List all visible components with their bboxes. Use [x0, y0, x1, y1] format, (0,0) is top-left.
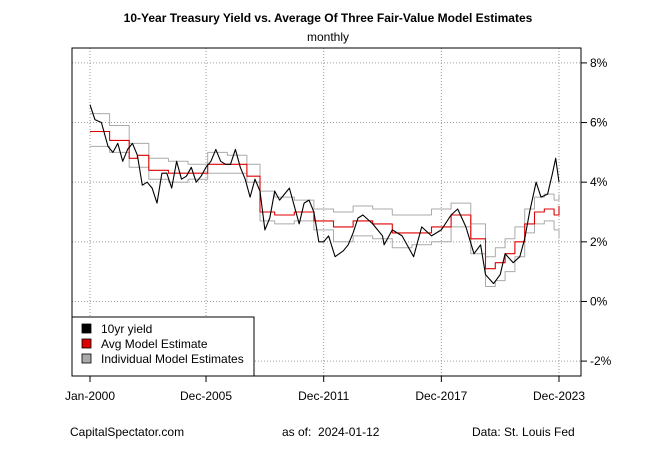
footer-source: Data: St. Louis Fed	[472, 425, 575, 439]
legend-item-10yr-yield: 10yr yield	[101, 322, 152, 336]
series-10yr-yield	[89, 104, 560, 285]
y-tick-label: 0%	[590, 294, 608, 308]
series-individual-model-estimate	[90, 145, 560, 287]
footer-site: CapitalSpectator.com	[70, 425, 185, 439]
as-of-date: 2024-01-12	[318, 425, 380, 439]
y-tick-label: 8%	[590, 56, 608, 70]
legend-item-avg-model-estimate: Avg Model Estimate	[101, 337, 208, 351]
chart-title: 10-Year Treasury Yield vs. Average Of Th…	[124, 11, 533, 25]
legend-box	[71, 316, 255, 377]
axes: -2% 0% 2% 4% 6% 8% Jan-2000 Dec-2005 Dec-2011 Dec…	[65, 56, 612, 403]
x-tick-label: Jan-2000	[65, 389, 115, 403]
series-layer	[89, 104, 560, 287]
footer-as-of: as of: 2024-01-12	[282, 425, 379, 439]
plot-area	[71, 47, 582, 377]
y-tick-label: 2%	[590, 235, 608, 249]
y-tick-label: 6%	[590, 116, 608, 130]
as-of-label: as of:	[282, 425, 312, 439]
legend-swatch	[81, 323, 92, 334]
x-tick-label: Dec-2005	[180, 389, 232, 403]
x-tick-label: Dec-2023	[533, 389, 585, 403]
y-tick-label: 4%	[590, 175, 608, 189]
legend-item-individual-model-estimates: Individual Model Estimates	[101, 352, 244, 366]
chart-subtitle: monthly	[307, 30, 349, 44]
x-tick-label: Dec-2017	[415, 389, 467, 403]
legend-swatch	[81, 338, 92, 349]
series-individual-model-estimate	[90, 113, 560, 258]
x-tick-label: Dec-2011	[298, 389, 349, 403]
series-avg-model-estimate	[90, 130, 560, 270]
legend-swatch	[81, 353, 92, 364]
y-tick-label: -2%	[590, 354, 612, 368]
